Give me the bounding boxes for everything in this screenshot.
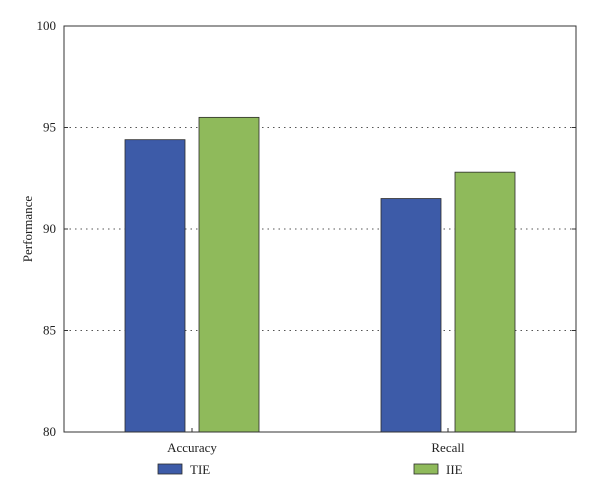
bar-iie-accuracy <box>198 116 260 433</box>
y-axis: 80 85 90 95 100 <box>37 18 576 439</box>
bars <box>124 116 516 433</box>
legend-label-tie: TIE <box>190 462 210 477</box>
x-tick-label: Accuracy <box>167 440 217 455</box>
legend: TIE IIE <box>157 462 463 477</box>
bar-iie-recall <box>454 171 516 433</box>
x-tick-label: Recall <box>431 440 465 455</box>
y-tick-label: 85 <box>43 323 56 338</box>
bar-tie-accuracy <box>124 139 186 433</box>
legend-swatch-iie <box>413 463 439 475</box>
bar-tie-recall <box>380 198 442 433</box>
y-tick-label: 100 <box>37 18 57 33</box>
x-axis: Accuracy Recall <box>167 428 465 455</box>
y-tick-label: 95 <box>43 120 56 135</box>
y-tick-label: 90 <box>43 221 56 236</box>
legend-swatch-tie <box>157 463 183 475</box>
y-tick-label: 80 <box>43 424 56 439</box>
y-axis-label: Performance <box>20 196 35 263</box>
legend-label-iie: IIE <box>446 462 463 477</box>
